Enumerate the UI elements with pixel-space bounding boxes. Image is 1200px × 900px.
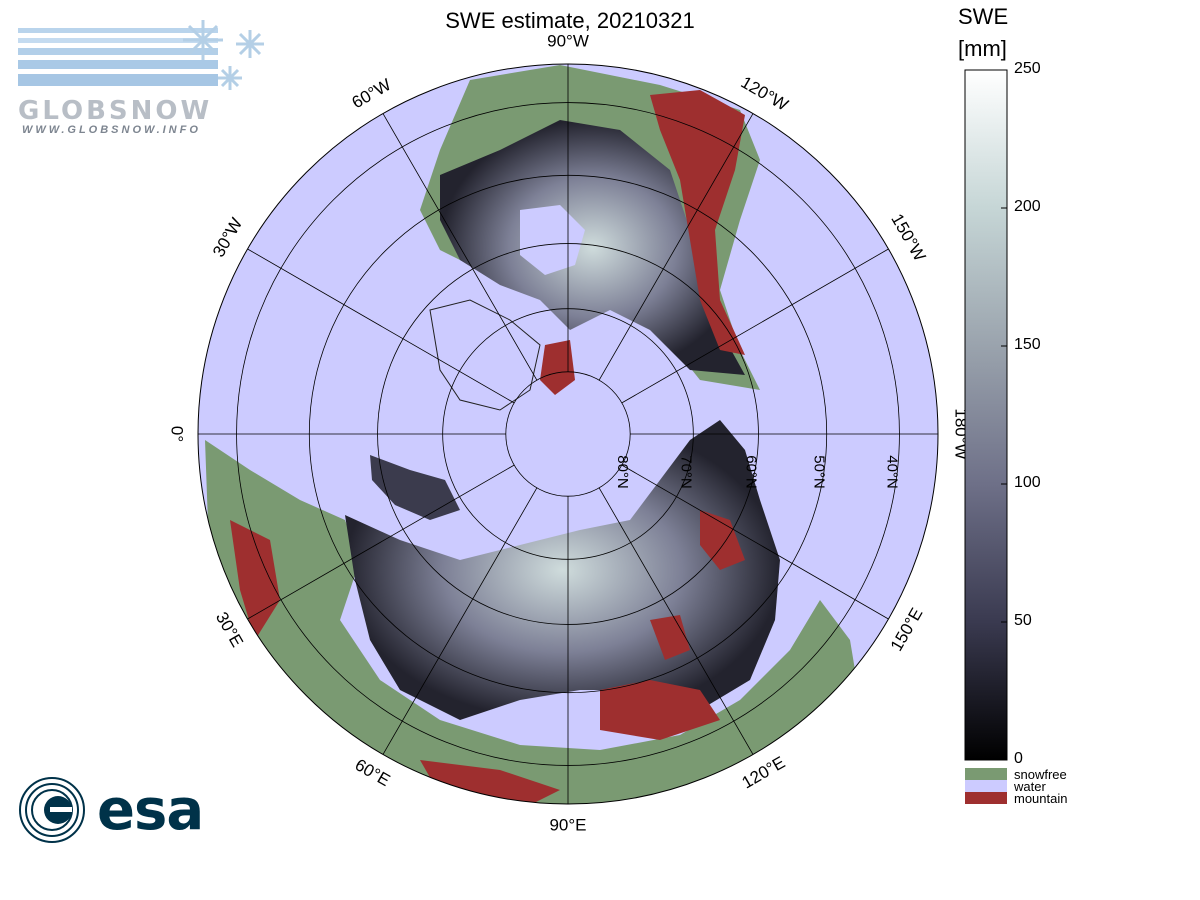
colorbar-tick-label: 200 (1014, 198, 1041, 215)
meridian-line (247, 464, 515, 620)
colorbar-tick-label: 100 (1014, 474, 1041, 491)
meridian-line (598, 113, 754, 381)
legend-label-water: water (1014, 779, 1046, 794)
swe-colorbar (964, 69, 1008, 804)
colorbar-gradient (964, 69, 1008, 761)
globsnow-wordmark: GLOBSNOW (18, 96, 213, 126)
map-title: SWE estimate, 20210321 (445, 8, 695, 33)
esa-wordmark: esa (97, 778, 204, 843)
esa-emblem-icon (19, 777, 85, 843)
meridian-line (382, 113, 538, 381)
hudson-bay (520, 205, 585, 275)
legend-swatch-water (965, 780, 1007, 792)
longitude-label: 120°W (738, 73, 792, 115)
colorbar-tick-label: 0 (1014, 750, 1023, 767)
latitude-label: 60°N (742, 455, 759, 489)
meridian-line (598, 487, 754, 755)
colorbar-tick-label: 250 (1014, 60, 1041, 77)
legend-label-snowfree: snowfree (1014, 767, 1067, 782)
meridian-line (621, 464, 889, 620)
longitude-label: 30°W (209, 215, 246, 261)
longitude-label: 90°W (547, 31, 589, 50)
meridian-line (247, 248, 515, 404)
colorbar-title: SWE (958, 4, 1009, 29)
eurasia-snowfree (205, 440, 860, 804)
latitude-label: 80°N (614, 455, 631, 489)
greenland (429, 299, 541, 411)
longitude-label: 150°W (887, 211, 929, 265)
scandinavia (370, 455, 460, 520)
colorbar-tick-label: 150 (1014, 336, 1041, 353)
longitude-label: 60°E (352, 755, 394, 790)
latitude-label: 70°N (677, 455, 694, 489)
legend-swatch-mountain (965, 792, 1007, 804)
colorbar-tick-label: 50 (1014, 612, 1032, 629)
globsnow-logo (18, 10, 268, 140)
legend-swatch-snowfree (965, 768, 1007, 780)
esa-logo (12, 775, 227, 845)
mountain-regions (230, 90, 745, 804)
latitude-label: 50°N (811, 455, 828, 489)
latitude-label: 40°N (883, 455, 900, 489)
meridian-line (621, 248, 889, 404)
legend-label-mountain: mountain (1014, 791, 1068, 806)
longitude-label: 90°E (549, 815, 586, 834)
map-frame (197, 63, 939, 805)
colorbar-unit: [mm] (958, 36, 1007, 61)
longitude-label: 0° (168, 426, 187, 442)
meridian-line (382, 487, 538, 755)
globsnow-stripes-icon (18, 20, 264, 90)
longitude-label: 60°W (349, 75, 395, 112)
longitude-label: 30°E (212, 609, 247, 651)
globsnow-url: WWW.GLOBSNOW.INFO (22, 124, 201, 136)
north-america-snow (440, 120, 745, 375)
